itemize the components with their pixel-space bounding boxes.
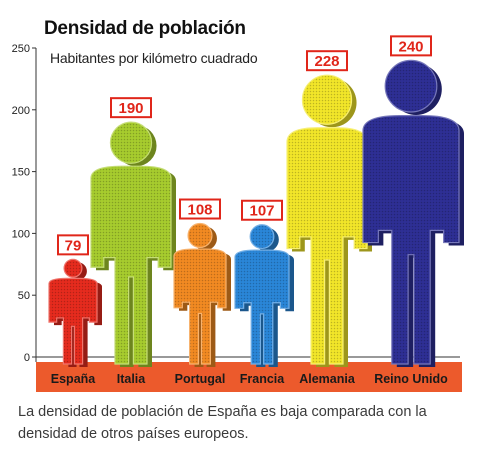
figure-highlight	[173, 222, 227, 365]
value-label: 240	[398, 38, 423, 55]
figure-highlight	[48, 258, 98, 365]
value-label-box	[57, 234, 89, 256]
value-label-box	[390, 35, 432, 57]
figure-mark	[362, 59, 464, 368]
y-tick-label: 0	[24, 352, 30, 364]
y-tick-label: 50	[18, 290, 30, 302]
value-label-box	[179, 198, 221, 220]
category-label: Italia	[117, 372, 147, 386]
figure-highlight	[90, 121, 172, 365]
figure-texture	[49, 259, 97, 364]
figure-mark	[286, 74, 372, 367]
figure-mark	[234, 224, 294, 367]
figure-highlight	[286, 74, 368, 365]
figure-highlight	[234, 224, 290, 365]
figure-mark	[173, 222, 231, 367]
y-tick-label: 250	[12, 43, 30, 55]
pictogram-chart: 0 50 100 150 200 250 79 España 190 Italia 108 Portu…	[12, 35, 464, 392]
chart-subtitle: Habitantes por kilómetro cuadrado	[50, 50, 258, 66]
figure-texture	[91, 122, 171, 365]
category-label: Reino Unido	[374, 372, 448, 386]
y-tick-label: 150	[12, 167, 30, 179]
category-label: España	[51, 372, 97, 386]
figure-highlight	[362, 59, 460, 365]
value-label-box	[241, 199, 283, 221]
figure-texture	[174, 223, 226, 364]
value-label: 108	[187, 202, 212, 219]
category-label: Alemania	[299, 372, 356, 386]
value-label-box	[110, 97, 152, 119]
figure-texture	[363, 60, 459, 365]
figure-mark	[48, 258, 102, 367]
figure-texture	[287, 75, 367, 364]
chart-title: Densidad de población	[44, 18, 246, 39]
category-label: Portugal	[175, 372, 226, 386]
category-label: Francia	[240, 372, 286, 386]
value-label: 107	[249, 203, 274, 220]
figure-mark	[90, 121, 176, 368]
figure-texture	[235, 224, 289, 364]
value-label: 190	[118, 100, 143, 117]
y-tick-label: 100	[12, 228, 30, 240]
value-label-box	[306, 50, 348, 72]
value-label: 79	[65, 237, 82, 254]
chart-caption: La densidad de población de España es ba…	[18, 404, 427, 442]
category-band	[36, 362, 462, 392]
value-label: 228	[314, 53, 339, 70]
y-tick-label: 200	[12, 105, 30, 117]
